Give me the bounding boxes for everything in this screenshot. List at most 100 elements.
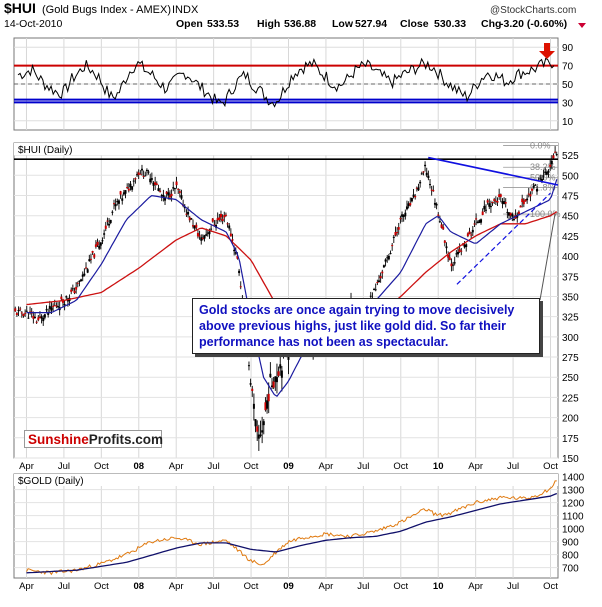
price-body [440,224,443,228]
price-body [272,381,275,388]
declining-trendline [428,156,559,186]
price-body [519,205,522,208]
price-body [216,217,219,221]
price-body [210,228,213,230]
price-body [173,188,176,190]
price-body [234,252,237,254]
down-triangle-icon [578,23,586,28]
hui-tick-label: 300 [562,333,579,344]
price-body [238,270,241,274]
price-body [175,181,178,186]
hui-tick-label: 400 [562,252,579,263]
price-body [137,172,140,175]
price-body [88,259,91,262]
price-body [550,160,553,165]
gold-frame [13,473,559,579]
price-body [410,197,413,202]
high-label: High [257,18,280,30]
price-body [381,271,384,274]
price-body [80,279,83,282]
price-body [522,200,525,205]
price-body [150,178,153,180]
price-body [417,187,420,191]
price-body [60,296,63,300]
price-body [509,212,512,216]
price-body [85,267,88,269]
price-body [401,214,404,217]
price-body [442,226,445,230]
rsi-panel: 90 70 50 30 10 [13,37,574,131]
price-body [106,220,109,222]
logo-part1: Sunshine [28,432,89,447]
price-body [70,289,73,292]
price-body [373,288,376,290]
price-body [506,211,509,213]
price-body [517,211,520,214]
price-body [458,249,461,252]
price-body [429,184,432,186]
price-body [168,195,171,198]
price-body [394,232,397,236]
close-value: 530.33 [434,18,466,30]
gold-x-tick: Oct [94,581,109,592]
price-body [24,312,27,314]
hui-x-tick: 09 [283,461,294,472]
price-body [267,393,270,402]
price-body [266,400,269,409]
price-body [450,263,453,267]
gold-x-tick: Oct [244,581,259,592]
price-body [397,227,400,230]
annotation-pointer [539,213,556,301]
low-value: 527.94 [355,18,387,30]
price-body [407,203,410,207]
price-body [424,164,427,167]
price-body [552,155,555,159]
price-body [496,200,499,203]
price-body [452,264,455,266]
rsi-tick-label: 70 [562,62,574,73]
price-body [433,202,436,205]
price-body [192,225,195,227]
price-body [274,376,277,382]
hui-x-tick: Jul [507,461,519,472]
price-body [15,313,18,315]
price-body [501,201,504,204]
gold-x-tick: Oct [543,581,558,592]
price-body [200,237,203,241]
price-body [71,288,74,290]
price-body [178,191,181,193]
price-body [38,316,41,319]
price-body [126,187,129,189]
price-body [527,193,530,195]
price-body [483,205,486,210]
price-body [154,182,157,185]
price-body [251,388,254,391]
gold-title: $GOLD (Daily) [18,476,84,487]
price-body [396,231,399,233]
hui-tick-label: 325 [562,313,579,324]
price-body [399,218,402,220]
price-body [167,192,170,196]
gold-x-tick: Jul [58,581,70,592]
hui-x-tick: Oct [244,461,259,472]
price-body [116,201,119,203]
price-body [264,402,267,411]
price-body [37,317,40,321]
hui-tick-label: 275 [562,353,579,364]
close-label: Close [400,18,429,30]
price-body [453,262,456,264]
price-body [78,280,81,282]
fib-label: 100.0% [530,209,561,219]
price-body [437,214,440,216]
price-body [45,309,48,311]
price-body [155,183,158,185]
fib-label: 0.0% [530,140,551,150]
price-body [512,219,515,221]
price-body [376,281,379,283]
price-body [17,309,20,312]
price-body [377,280,380,283]
price-body [65,296,68,298]
price-body [532,185,535,188]
price-body [280,370,283,378]
price-body [98,245,101,249]
